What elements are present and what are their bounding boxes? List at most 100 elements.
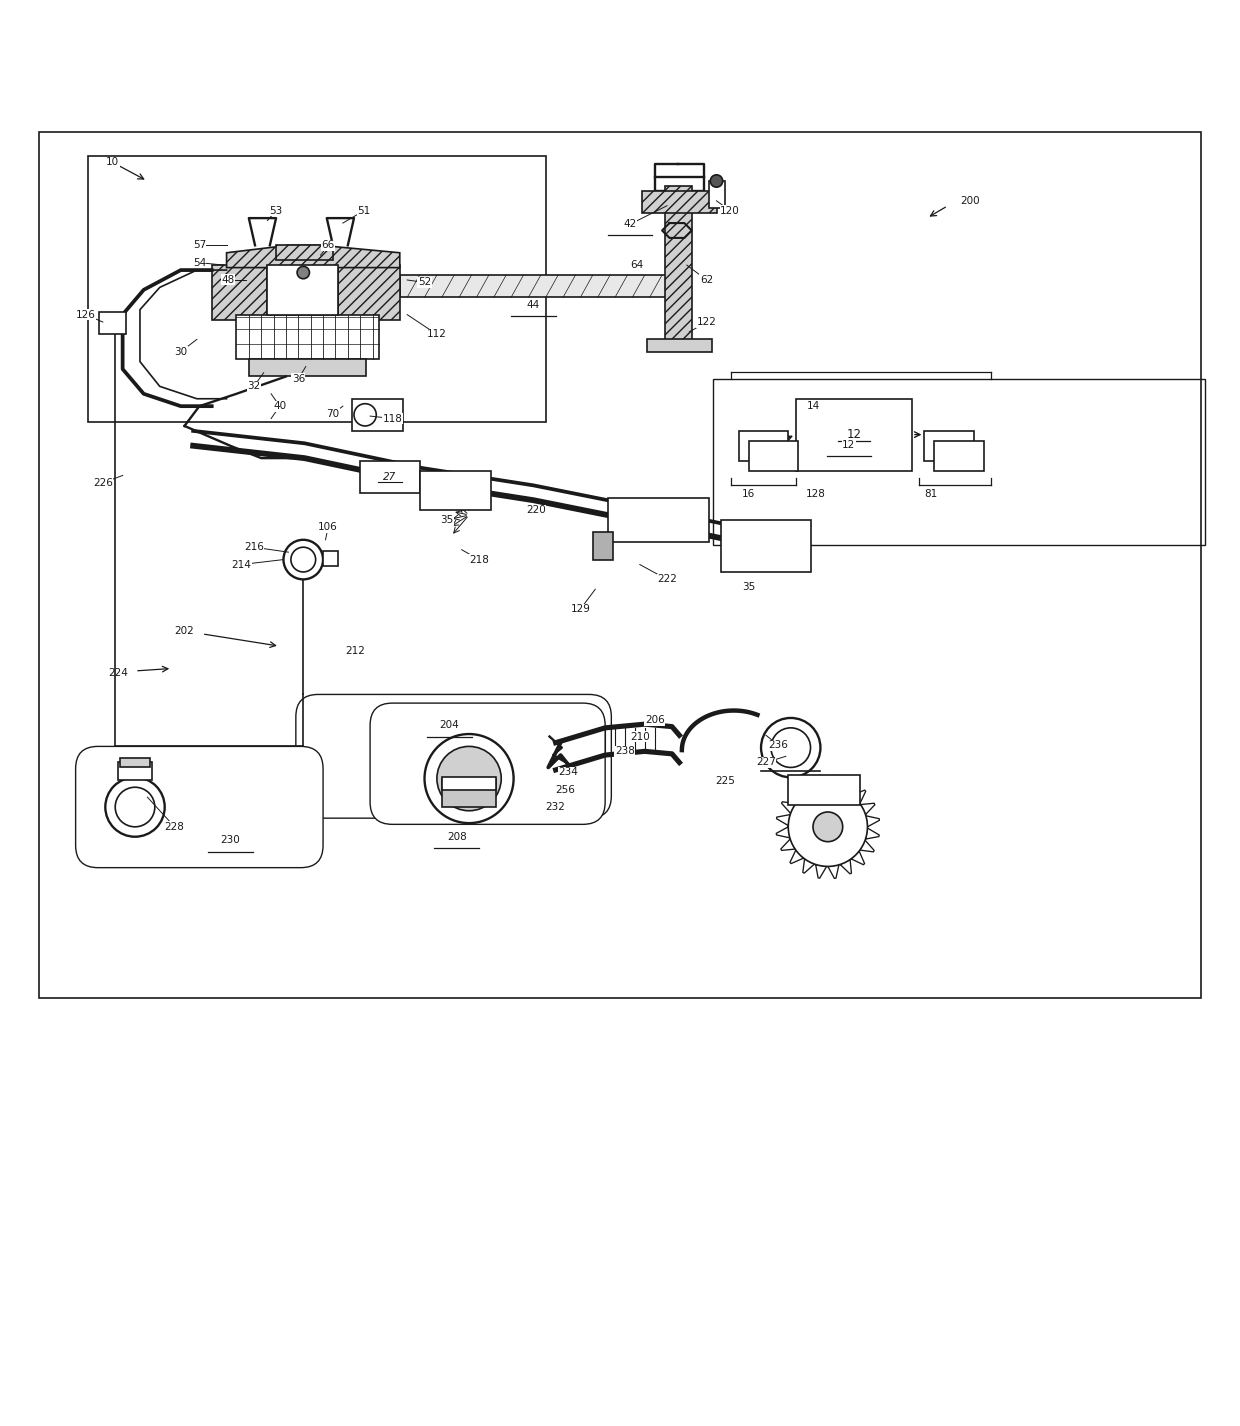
Bar (722, 520, 811, 572)
Text: 64: 64 (631, 260, 644, 270)
Polygon shape (642, 191, 717, 212)
Text: 129: 129 (570, 605, 590, 615)
Bar (796, 399, 911, 471)
Text: 122: 122 (697, 317, 717, 327)
Text: 35: 35 (742, 582, 755, 592)
Bar (789, 774, 861, 804)
Bar (399, 275, 666, 297)
Polygon shape (227, 245, 399, 268)
Bar (608, 498, 709, 542)
Text: 218: 218 (469, 555, 489, 565)
Text: 16: 16 (742, 489, 755, 499)
Polygon shape (339, 265, 399, 319)
Text: 256: 256 (556, 784, 575, 794)
Text: 120: 120 (720, 205, 740, 215)
Circle shape (424, 734, 513, 823)
Text: 212: 212 (345, 646, 365, 656)
Text: 44: 44 (527, 299, 539, 309)
Text: 30: 30 (175, 347, 187, 356)
Bar (924, 431, 973, 461)
Text: 52: 52 (418, 278, 432, 288)
Text: 210: 210 (630, 732, 650, 742)
Bar (268, 265, 339, 315)
Bar (713, 379, 1205, 545)
Text: 214: 214 (232, 559, 252, 569)
Text: 57: 57 (192, 241, 206, 251)
Text: 36: 36 (291, 374, 305, 384)
FancyBboxPatch shape (370, 703, 605, 824)
Text: 70: 70 (326, 409, 340, 419)
Bar (249, 359, 366, 376)
Text: 222: 222 (657, 575, 677, 585)
Text: 126: 126 (76, 309, 95, 319)
Text: 202: 202 (175, 626, 195, 636)
Bar (324, 550, 339, 566)
Text: 230: 230 (221, 836, 241, 846)
Bar (88, 157, 546, 422)
Text: 14: 14 (806, 401, 820, 411)
Bar (118, 763, 153, 780)
Text: 12: 12 (847, 428, 862, 441)
Text: 204: 204 (439, 720, 459, 730)
Text: 118: 118 (382, 414, 402, 424)
Bar (99, 312, 126, 335)
Text: 220: 220 (526, 505, 546, 515)
Circle shape (436, 746, 501, 811)
Text: 53: 53 (269, 205, 283, 215)
Bar (647, 339, 712, 352)
Circle shape (284, 540, 324, 579)
Text: 51: 51 (357, 205, 371, 215)
Text: 81: 81 (924, 489, 937, 499)
Text: 238: 238 (615, 746, 635, 756)
Text: 224: 224 (108, 669, 128, 679)
Text: 35: 35 (440, 515, 454, 525)
Bar (237, 315, 378, 359)
Text: 128: 128 (806, 489, 826, 499)
Circle shape (789, 787, 868, 867)
Bar (593, 532, 613, 559)
Text: 40: 40 (273, 401, 286, 411)
Text: 12: 12 (842, 439, 856, 449)
Text: 66: 66 (321, 241, 335, 251)
Polygon shape (665, 185, 692, 347)
Bar (709, 181, 725, 208)
Text: 32: 32 (247, 381, 260, 391)
Bar (419, 471, 491, 511)
Bar (739, 431, 789, 461)
Text: 236: 236 (769, 740, 789, 750)
Bar (38, 131, 1202, 998)
Text: 228: 228 (165, 821, 185, 831)
Circle shape (761, 717, 821, 777)
Text: 225: 225 (715, 776, 735, 786)
Text: 62: 62 (701, 275, 713, 285)
Text: 10: 10 (107, 157, 119, 167)
Text: 234: 234 (558, 767, 578, 777)
Polygon shape (277, 245, 334, 260)
Bar (934, 441, 983, 471)
Text: 48: 48 (221, 275, 234, 285)
Circle shape (711, 175, 723, 187)
Circle shape (813, 811, 843, 841)
FancyBboxPatch shape (76, 746, 324, 867)
Text: 27: 27 (383, 472, 397, 482)
Text: 226: 226 (93, 478, 113, 488)
Bar (441, 777, 496, 790)
Text: 208: 208 (446, 831, 466, 841)
Text: 232: 232 (546, 801, 565, 811)
Circle shape (105, 777, 165, 837)
Text: 54: 54 (192, 258, 206, 268)
Bar (360, 461, 419, 493)
Circle shape (298, 267, 310, 278)
Bar (351, 399, 403, 431)
Text: 200: 200 (960, 195, 980, 205)
Bar (120, 757, 150, 767)
Bar (441, 779, 496, 807)
Text: 112: 112 (427, 329, 446, 339)
Text: 227: 227 (756, 757, 776, 767)
Text: 206: 206 (645, 716, 665, 726)
Polygon shape (212, 265, 268, 319)
FancyBboxPatch shape (296, 694, 611, 819)
Text: 106: 106 (319, 522, 337, 532)
Bar (749, 441, 799, 471)
Text: 42: 42 (624, 220, 636, 230)
